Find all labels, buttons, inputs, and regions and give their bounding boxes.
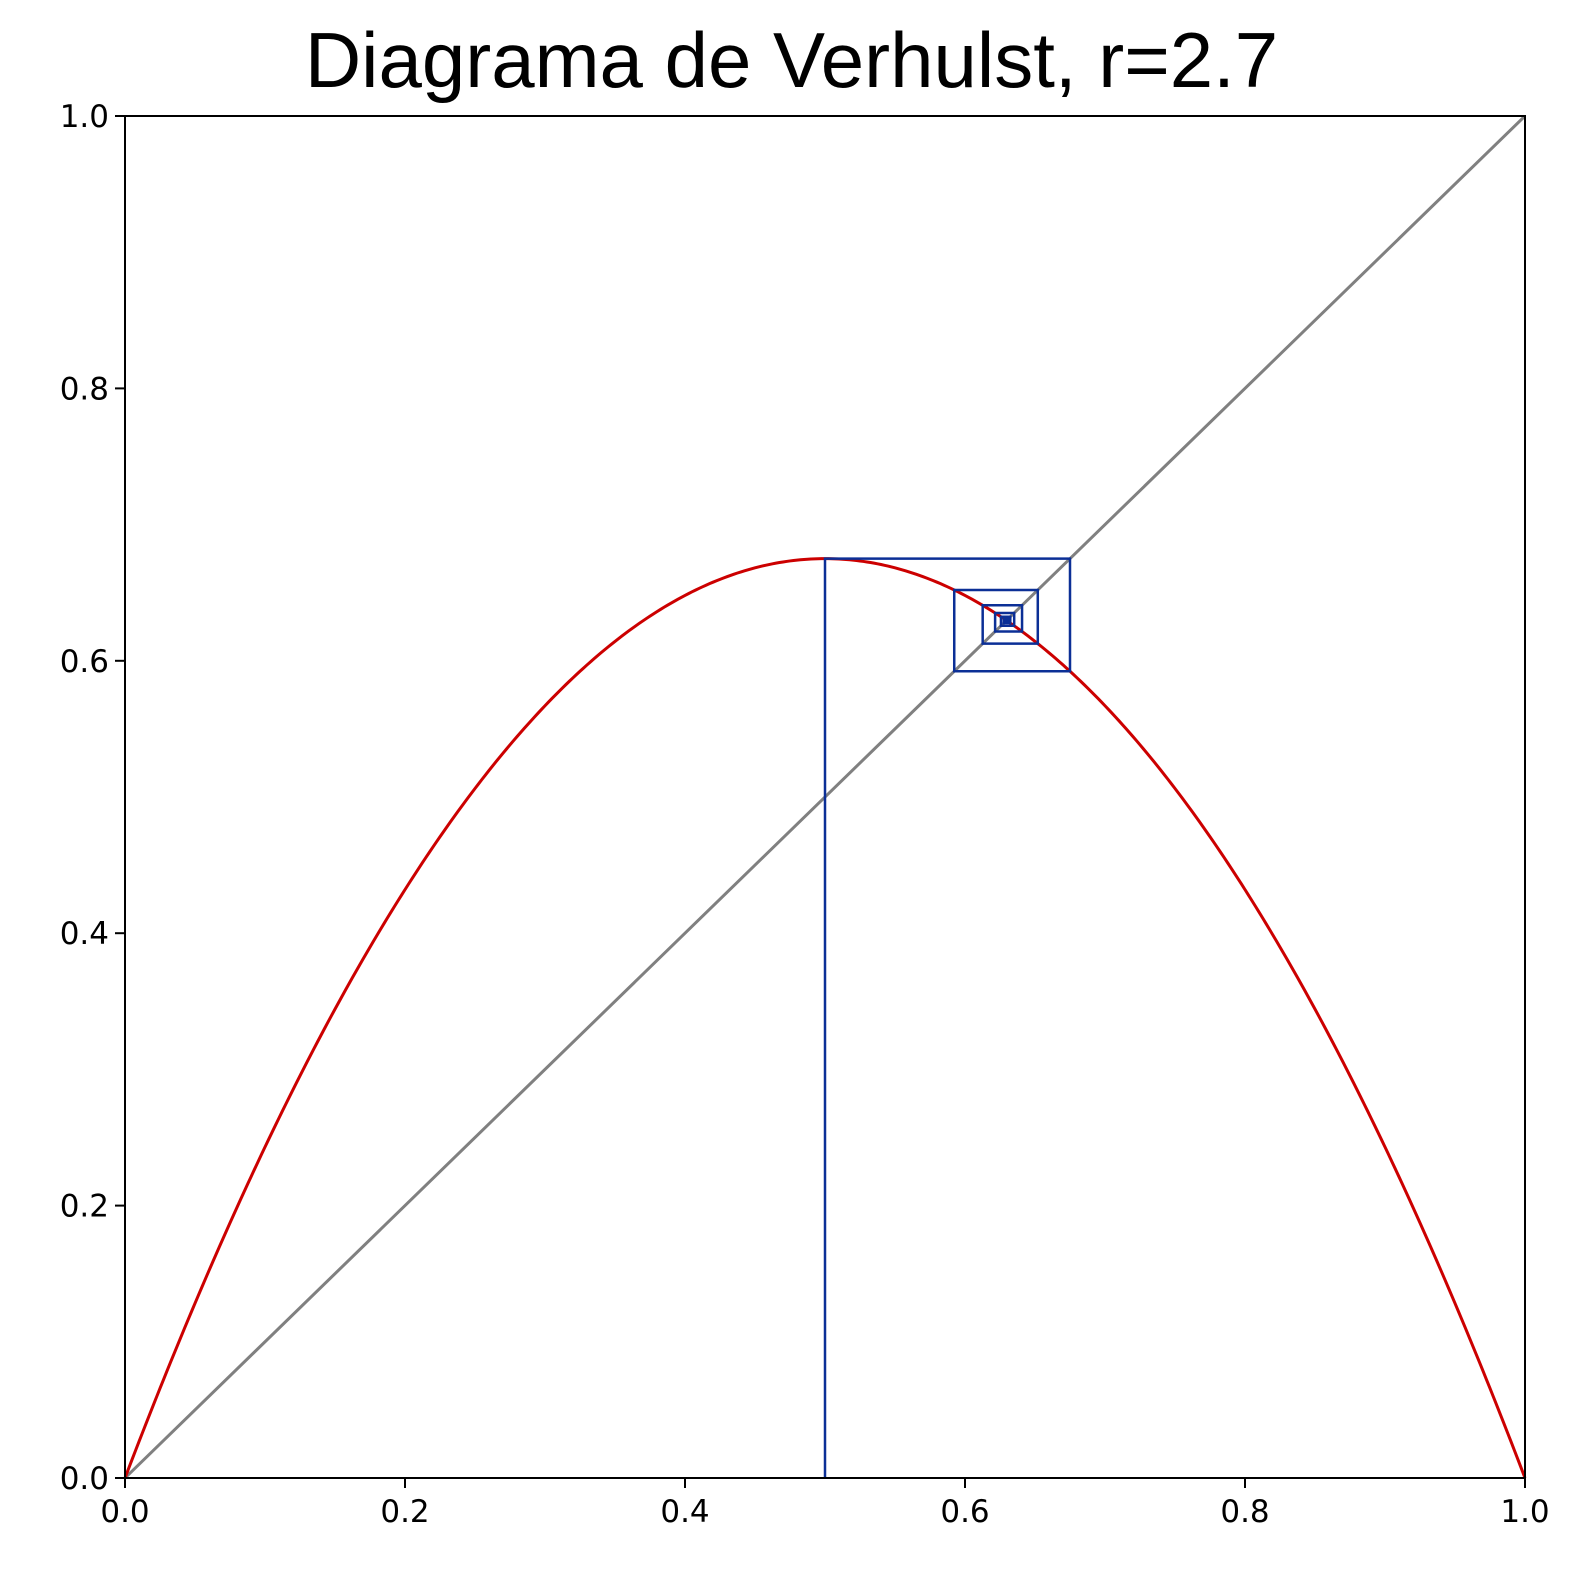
y-tick-label: 0.2 xyxy=(60,1189,109,1225)
chart-title: Diagrama de Verhulst, r=2.7 xyxy=(304,16,1279,104)
y-tick-label: 0.6 xyxy=(60,644,109,680)
x-tick-label: 1.0 xyxy=(1500,1494,1549,1530)
axes-frame xyxy=(124,115,1526,1479)
x-tick-label: 0.4 xyxy=(660,1494,709,1530)
x-tick-label: 0.2 xyxy=(380,1494,429,1530)
ticks-layer: 0.00.0 0.2 0.2 0.4 0.4 0.6 0.6 0.8 0.8 1.0 1.0 xyxy=(60,99,1550,1530)
y-tick-label: 1.0 xyxy=(60,99,109,135)
y-tick-label: 0.0 xyxy=(60,1461,109,1497)
y-tick-label: 0.8 xyxy=(60,371,109,407)
cobweb-path xyxy=(823,557,1072,1478)
x-tick-label: 0.0 xyxy=(100,1494,149,1530)
x-tick-label: 0.8 xyxy=(1220,1494,1269,1530)
series-layer xyxy=(123,114,1527,1480)
x-tick-label: 0.6 xyxy=(940,1494,989,1530)
y-tick-label: 0.4 xyxy=(60,916,109,952)
